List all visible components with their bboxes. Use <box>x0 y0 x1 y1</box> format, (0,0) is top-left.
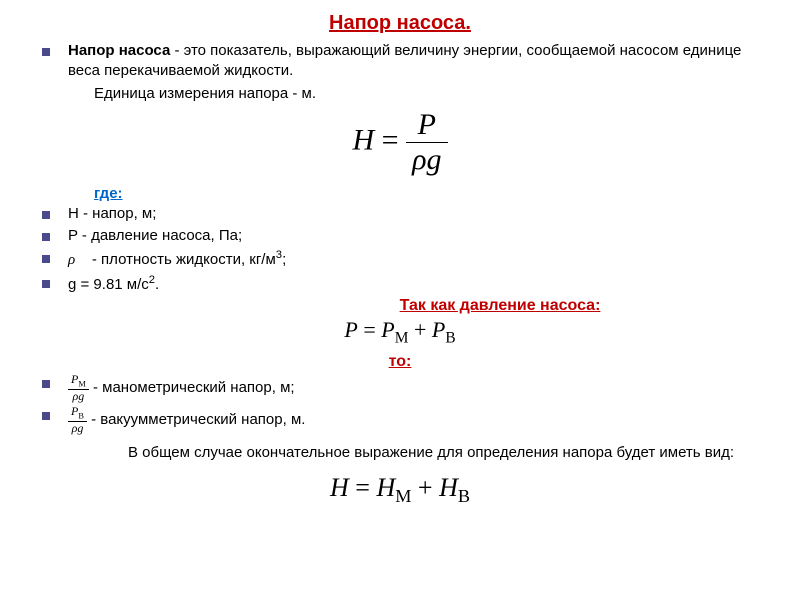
formula-h2: H = HМ + HВ <box>38 473 762 507</box>
f2-plus: + <box>408 317 431 342</box>
to-label: то: <box>389 353 412 370</box>
pv-num: PВ <box>68 405 87 422</box>
intro-text: Напор насоса - это показатель, выражающи… <box>68 41 762 82</box>
f3-plus: + <box>411 473 439 502</box>
f1-den: ρg <box>406 143 447 177</box>
b-h-text: H - напор, м; <box>68 204 156 224</box>
rho-semi: ; <box>282 251 286 268</box>
f1-lhs: H <box>353 123 375 156</box>
rho-symbol: ρ <box>68 252 75 268</box>
f1-num: P <box>406 108 447 143</box>
bullet-square-icon <box>42 380 50 388</box>
f1-rho: ρ <box>412 143 426 176</box>
f2-t1sub: М <box>395 329 409 346</box>
f1-frac: Pρg <box>406 108 447 177</box>
b-p-text: P - давление насоса, Па; <box>68 226 242 246</box>
b-pv: PВ ρg - вакуумметрический напор, м. <box>38 405 762 435</box>
b-rho: ρ - плотность жидкости, кг/м3; <box>38 248 762 270</box>
bullet-square-icon <box>42 280 50 288</box>
unit-line: Единица измерения напора - м. <box>94 84 762 104</box>
f1-g: g <box>427 143 442 176</box>
pm-rest: - манометрический напор, м; <box>89 379 295 396</box>
b-pm-text: PМ ρg - манометрический напор, м; <box>68 373 295 403</box>
bullet-square-icon <box>42 233 50 241</box>
b-g-text: g = 9.81 м/с2. <box>68 273 159 295</box>
g-dot: . <box>155 276 159 293</box>
rho-rest: - плотность жидкости, кг/м <box>88 251 276 268</box>
bullet-square-icon <box>42 412 50 420</box>
b-h: H - напор, м; <box>38 204 762 224</box>
where-label: где: <box>94 185 762 202</box>
f3-t2sub: В <box>458 486 470 506</box>
b-p: P - давление насоса, Па; <box>38 226 762 246</box>
intro-bold: Напор насоса <box>68 42 170 59</box>
f2-t2: P <box>432 317 445 342</box>
f3-eq: = <box>349 473 377 502</box>
f1-eq: = <box>374 123 406 156</box>
pm-den: ρg <box>68 390 89 403</box>
pm-num-sub: М <box>78 380 85 389</box>
f2-t1: P <box>381 317 394 342</box>
b-pv-text: PВ ρg - вакуумметрический напор, м. <box>68 405 305 435</box>
since-row: Так как давление насоса: <box>38 297 762 315</box>
pm-frac: PМ ρg <box>68 373 89 403</box>
bullet-square-icon <box>42 211 50 219</box>
to-row: то: <box>38 353 762 371</box>
b-rho-text: ρ - плотность жидкости, кг/м3; <box>68 248 286 270</box>
pv-rest: - вакуумметрический напор, м. <box>87 411 306 428</box>
intro-row: Напор насоса - это показатель, выражающи… <box>38 41 762 82</box>
f3-t2: H <box>439 473 458 502</box>
since-label: Так как давление насоса: <box>400 297 601 314</box>
formula-h: H = Pρg <box>38 108 762 177</box>
f3-lhs: H <box>330 473 349 502</box>
f3-t1sub: М <box>395 486 411 506</box>
formula-p: P = PМ + PВ <box>38 317 762 347</box>
general-line: В общем случае окончательное выражение д… <box>128 443 762 463</box>
bullet-square-icon <box>42 48 50 56</box>
bullet-square-icon <box>42 255 50 263</box>
g-main: g = 9.81 м/с <box>68 276 149 293</box>
f2-t2sub: В <box>445 329 455 346</box>
b-pm: PМ ρg - манометрический напор, м; <box>38 373 762 403</box>
b-g: g = 9.81 м/с2. <box>38 273 762 295</box>
page-title: Напор насоса. <box>38 12 762 35</box>
f2-eq: = <box>358 317 381 342</box>
f2-lhs: P <box>344 317 357 342</box>
pv-den: ρg <box>68 422 87 435</box>
f3-t1: H <box>376 473 395 502</box>
pm-num: PМ <box>68 373 89 390</box>
pv-frac: PВ ρg <box>68 405 87 435</box>
pv-num-sub: В <box>78 411 84 420</box>
